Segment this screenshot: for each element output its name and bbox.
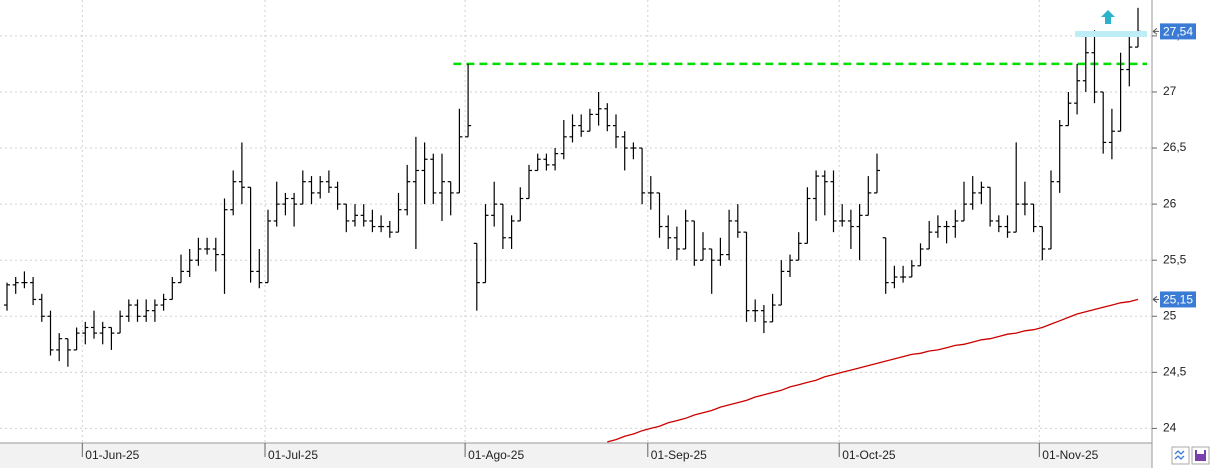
- y-tick-label: 25,5: [1163, 252, 1187, 266]
- price-marker-label: 25,15: [1163, 293, 1193, 307]
- save-icon-slot: [1197, 450, 1204, 454]
- save-icon: [1195, 450, 1206, 461]
- price-marker-box: [1160, 23, 1196, 40]
- y-tick-label: 25: [1163, 308, 1177, 322]
- labels: 2424,52525,52626,52727,501-Jun-2501-Jul-…: [85, 23, 1196, 462]
- marks: [4, 7, 1147, 443]
- x-tick-label: 01-Nov-25: [1042, 448, 1098, 462]
- x-tick-label: 01-Jul-25: [268, 448, 318, 462]
- y-tick-label: 26: [1163, 196, 1177, 210]
- highlight: [1075, 31, 1147, 37]
- moving-average-line: [607, 298, 1139, 443]
- price-marker-box: [1160, 291, 1196, 308]
- zoom-button[interactable]: [1171, 446, 1190, 465]
- grid: [0, 0, 1157, 457]
- y-tick-label: 26,5: [1163, 140, 1187, 154]
- zoom-icon: [1174, 450, 1185, 460]
- x-tick-label: 01-Jun-25: [85, 448, 139, 462]
- up-arrow-icon: [1101, 10, 1115, 24]
- x-axis-strip: [0, 443, 1152, 468]
- price-marker-pointer: [1152, 28, 1159, 35]
- y-tick-label: 24,5: [1163, 365, 1187, 379]
- x-tick-label: 01-Oct-25: [842, 448, 896, 462]
- y-tick-label: 24: [1163, 421, 1177, 435]
- price-marker-pointer: [1152, 296, 1159, 303]
- price-marker-label: 27,54: [1163, 25, 1193, 39]
- y-tick-label: 27: [1163, 84, 1177, 98]
- x-tick-label: 01-Sep-25: [651, 448, 707, 462]
- x-tick-label: 01-Ago-25: [468, 448, 524, 462]
